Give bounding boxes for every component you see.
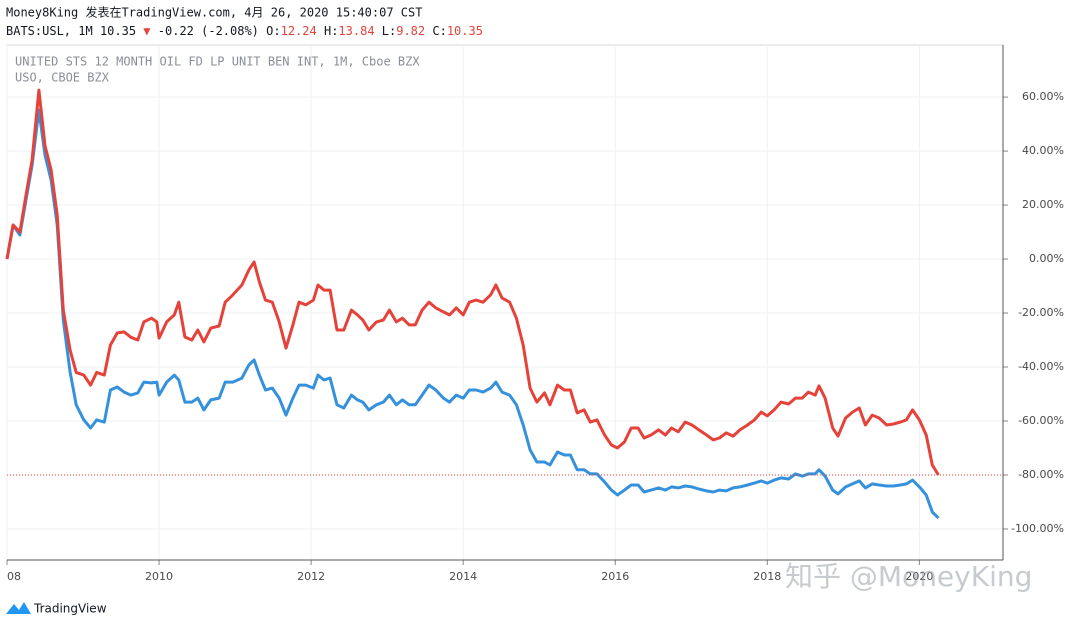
plot: 60.00% 40.00% 20.00% 0.00% -20.00% -40.00% -60…	[5, 44, 1064, 583]
legend-entry: USO, CBOE BZX	[15, 71, 110, 85]
x-tick-label: 08	[7, 570, 21, 583]
quote-line: BATS:USL, 1M 10.35 ▼ -0.22 (-2.08%) O:12…	[6, 24, 483, 38]
series-line	[5, 88, 940, 476]
y-tick-label: -80.00%	[1018, 468, 1064, 481]
quote-symbol: BATS:USL, 1M	[6, 24, 93, 38]
y-tick-label: -60.00%	[1018, 414, 1064, 427]
x-tick-label: 2018	[753, 570, 781, 583]
y-tick-label: 60.00%	[1022, 90, 1064, 103]
y-tick-label: -40.00%	[1018, 360, 1064, 373]
y-tick-label: -100.00%	[1011, 522, 1064, 535]
y-tick-label: 40.00%	[1022, 144, 1064, 157]
y-tick-label: -20.00%	[1018, 306, 1064, 319]
y-tick-label: 0.00%	[1029, 252, 1064, 265]
watermark: 知乎 @MoneyKing	[785, 560, 1032, 593]
ohlc-open: 12.24	[281, 24, 317, 38]
x-tick-label: 2010	[145, 570, 173, 583]
x-tick-label: 2012	[297, 570, 325, 583]
legend-entry: UNITED STS 12 MONTH OIL FD LP UNIT BEN I…	[15, 55, 420, 69]
header-title: Money8King 发表在TradingView.com, 4月 26, 20…	[6, 5, 422, 20]
ohlc-high-label: H:	[324, 24, 338, 38]
branding: TradingView	[33, 602, 107, 616]
down-arrow: ▼	[143, 24, 151, 38]
x-tick-label: 2020	[905, 570, 933, 583]
ohlc-high: 13.84	[338, 24, 374, 38]
branding-logo	[6, 602, 31, 614]
logo-icon	[6, 602, 31, 614]
y-tick-label: 20.00%	[1022, 198, 1064, 211]
quote-last: 10.35	[100, 24, 136, 38]
ohlc-low: 9.82	[396, 24, 425, 38]
ohlc-open-label: O:	[266, 24, 280, 38]
quote-change: -0.22 (-2.08%)	[158, 24, 259, 38]
ohlc-close: 10.35	[447, 24, 483, 38]
x-tick-label: 2014	[449, 570, 477, 583]
series-line	[5, 108, 940, 519]
ohlc-close-label: C:	[432, 24, 446, 38]
ohlc-low-label: L:	[382, 24, 396, 38]
x-tick-label: 2016	[601, 570, 629, 583]
